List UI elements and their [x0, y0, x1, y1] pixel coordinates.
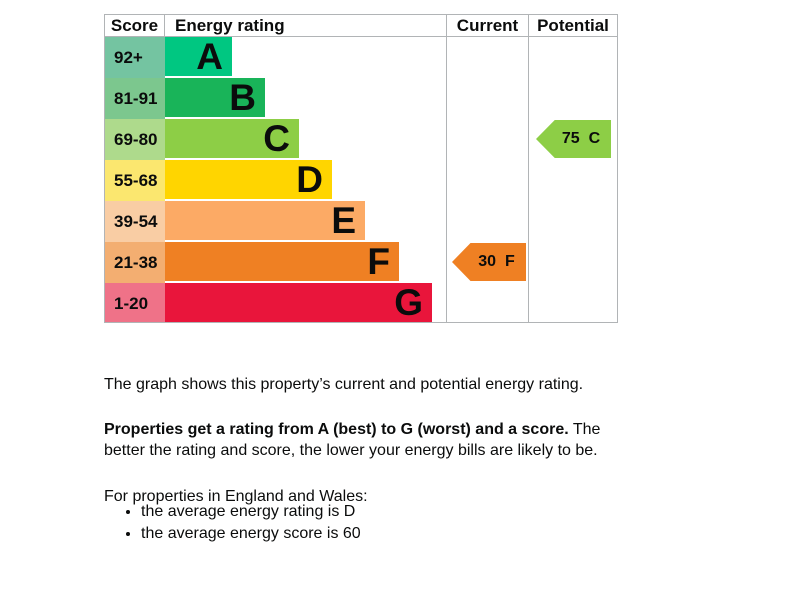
potential-score: 75 — [561, 130, 580, 147]
band-bar: B — [165, 78, 265, 117]
current-rating-marker: 30 F — [452, 243, 526, 281]
band-bar: G — [165, 283, 432, 322]
band-row-f: 21-38 F — [105, 242, 617, 283]
rating-explanation-rest: The better the rating and score, the low… — [104, 421, 601, 459]
band-letter: B — [229, 77, 256, 118]
chart-description: The graph shows this property’s current … — [104, 376, 584, 393]
band-score-range: 92+ — [105, 37, 165, 78]
band-row-g: 1-20 G — [105, 283, 617, 322]
band-score-range: 69-80 — [105, 119, 165, 160]
score-column-header: Score — [105, 15, 165, 36]
band-row-d: 55-68 D — [105, 160, 617, 201]
band-bar: F — [165, 242, 399, 281]
band-bar: E — [165, 201, 365, 240]
band-score-range: 21-38 — [105, 242, 165, 283]
average-ratings-list: the average energy rating is D the avera… — [104, 501, 361, 545]
current-score: 30 — [478, 253, 496, 270]
potential-column-divider — [528, 15, 529, 322]
band-bar: A — [165, 37, 232, 76]
rating-explanation-bold: Properties get a rating from A (best) to… — [104, 421, 569, 438]
potential-column-header: Potential — [537, 15, 609, 35]
band-letter: G — [394, 282, 423, 323]
current-band: F — [505, 253, 515, 270]
band-letter: C — [263, 118, 290, 159]
band-letter: F — [367, 241, 390, 282]
energy-rating-column-header: Energy rating — [175, 15, 285, 35]
band-score-range: 81-91 — [105, 78, 165, 119]
rating-explanation: Properties get a rating from A (best) to… — [104, 419, 626, 461]
band-row-e: 39-54 E — [105, 201, 617, 242]
band-letter: E — [331, 200, 356, 241]
average-score-item: the average energy score is 60 — [141, 523, 361, 544]
band-row-b: 81-91 B — [105, 78, 617, 119]
band-bar: D — [165, 160, 332, 199]
potential-rating-marker: 75 C — [536, 120, 611, 158]
current-column-header: Current — [456, 15, 519, 35]
band-rows: 92+ A 81-91 B 69-80 C 55-68 — [105, 37, 617, 322]
band-letter: D — [296, 159, 323, 200]
current-column-divider — [446, 15, 447, 322]
potential-band: C — [588, 130, 601, 147]
energy-rating-chart: Score Energy rating Current Potential 92… — [104, 14, 618, 323]
band-row-c: 69-80 C — [105, 119, 617, 160]
band-score-range: 55-68 — [105, 160, 165, 201]
england-wales-intro: For properties in England and Wales: — [104, 488, 368, 505]
band-row-a: 92+ A — [105, 37, 617, 78]
band-score-range: 1-20 — [105, 283, 165, 322]
band-letter: A — [196, 36, 223, 77]
chart-header-row: Score Energy rating Current Potential — [105, 15, 617, 37]
band-bar: C — [165, 119, 299, 158]
band-score-range: 39-54 — [105, 201, 165, 242]
average-rating-item: the average energy rating is D — [141, 501, 361, 522]
